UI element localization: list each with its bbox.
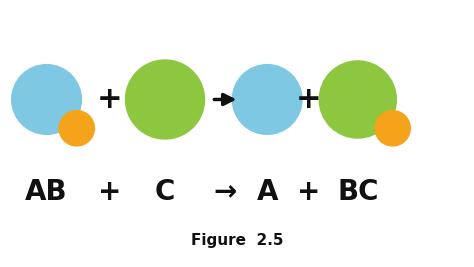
Ellipse shape xyxy=(126,60,204,139)
Ellipse shape xyxy=(232,65,302,134)
Text: AB: AB xyxy=(25,178,68,206)
Ellipse shape xyxy=(59,111,94,146)
Ellipse shape xyxy=(319,61,396,138)
Text: +: + xyxy=(297,178,321,206)
Ellipse shape xyxy=(12,65,82,134)
Text: +: + xyxy=(96,85,122,114)
Ellipse shape xyxy=(375,111,410,146)
Text: BC: BC xyxy=(337,178,379,206)
Text: +: + xyxy=(296,85,322,114)
Text: +: + xyxy=(98,178,121,206)
Text: Figure  2.5: Figure 2.5 xyxy=(191,233,283,248)
Text: →: → xyxy=(214,178,237,206)
Text: C: C xyxy=(155,178,175,206)
Text: A: A xyxy=(256,178,278,206)
